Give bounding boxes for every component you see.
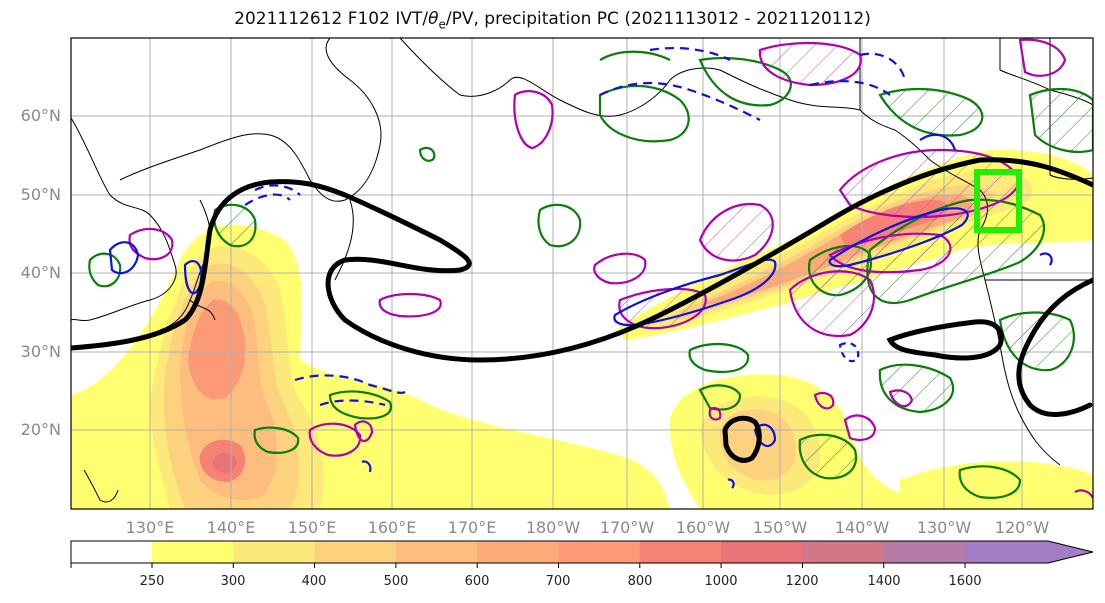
colorbar-label-1000: 1000 [704,574,738,589]
lon-label-140w: 140°W [834,518,890,537]
colorbar-label-300: 300 [220,574,246,589]
colorbar-label-1600: 1600 [948,574,982,589]
colorbar-label-1200: 1200 [785,574,819,589]
colorbar-label-250: 250 [139,574,165,589]
lat-label-60n: 60°N [20,106,61,125]
colorbar-frame [70,540,1094,564]
colorbar-label-800: 800 [627,574,653,589]
colorbar-segment-700 [558,541,641,563]
jet-contours [71,157,1093,463]
lat-label-40n: 40°N [20,263,61,282]
colorbar-label-500: 500 [383,574,409,589]
colorbar-segment-1400 [883,541,966,563]
lon-label-160e: 160°E [367,518,417,537]
colorbar-segment-400 [314,541,397,563]
lon-label-180w: 180°W [525,518,581,537]
colorbar-segment-1600 [965,541,1093,563]
title-suffix: /PV, precipitation PC (2021113012 - 2021… [445,9,871,29]
map-area [71,38,1093,509]
lat-label-30n: 30°N [20,342,61,361]
lon-label-130w: 130°W [916,518,972,537]
lat-label-20n: 20°N [20,420,61,439]
colorbar-segment-1200 [802,541,885,563]
map-frame [70,37,1094,510]
lat-label-50n: 50°N [20,185,61,204]
colorbar-label-600: 600 [464,574,490,589]
colorbar-segment-below [71,541,152,563]
colorbar [70,540,1094,568]
lon-label-160w: 160°W [675,518,731,537]
colorbar-segment-1000 [721,541,803,563]
colorbar-label-1400: 1400 [867,574,901,589]
lon-label-140e: 140°E [206,518,256,537]
target-region-box [974,169,1022,233]
lon-label-150e: 150°E [287,518,337,537]
jet-main [71,157,1093,363]
lon-label-170e: 170°E [447,518,497,537]
lon-label-150w: 150°W [752,518,808,537]
lon-label-120w: 120°W [994,518,1050,537]
title-theta: θ [428,9,439,29]
colorbar-segment-250 [152,541,234,563]
colorbar-segments [152,541,1093,563]
colorbar-segment-800 [639,541,722,563]
jet-cutoff-low [722,415,762,463]
title-theta-sub: e [438,17,446,32]
lon-label-130e: 130°E [125,518,175,537]
colorbar-label-400: 400 [301,574,327,589]
colorbar-label-700: 700 [545,574,571,589]
colorbar-ticks [70,563,966,568]
title-prefix: 2021112612 F102 IVT/ [234,9,429,29]
figure-title: 2021112612 F102 IVT/θe/PV, precipitation… [0,9,1105,31]
colorbar-segment-600 [477,541,559,563]
colorbar-segment-500 [395,541,478,563]
colorbar-segment-300 [233,541,316,563]
lon-label-170w: 170°W [599,518,655,537]
jet-southeast [1016,277,1093,417]
